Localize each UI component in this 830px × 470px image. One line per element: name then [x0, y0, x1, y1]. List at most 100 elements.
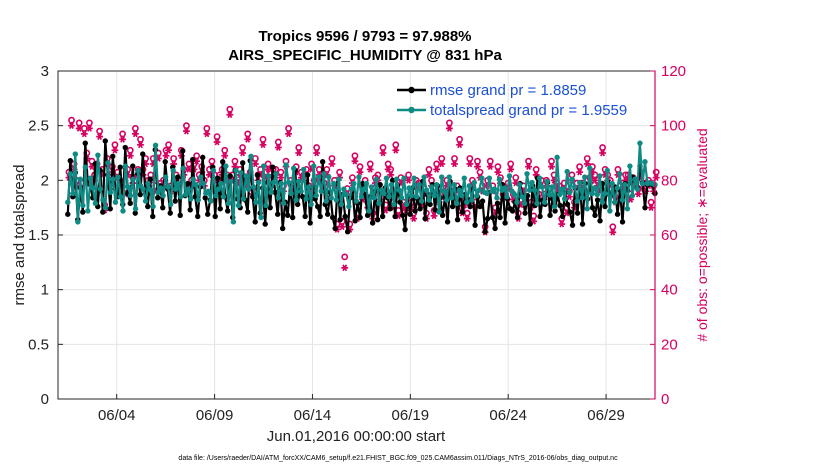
asterisk-stroke: [393, 146, 399, 154]
rmse-point: [332, 225, 338, 232]
totalspread-point: [574, 198, 580, 204]
asterisk-stroke: [388, 171, 394, 179]
totalspread-point: [534, 200, 540, 206]
obs-evaluated-marker: [226, 111, 234, 119]
asterisk-stroke: [120, 135, 126, 143]
totalspread-point: [142, 198, 149, 204]
asterisk-stroke: [112, 146, 118, 154]
obs-evaluated-marker: [244, 135, 252, 143]
obs-possible-marker: [274, 138, 282, 146]
totalspread-point: [115, 174, 121, 180]
totalspread-point: [283, 162, 289, 168]
rmse-point: [190, 156, 196, 163]
obs-evaluated-marker: [259, 141, 267, 149]
y2-tick-label: 60: [661, 227, 678, 244]
rmse-point: [492, 225, 498, 232]
asterisk-stroke: [487, 163, 493, 171]
obs-possible-marker: [341, 253, 349, 261]
obs-evaluated-marker: [203, 130, 211, 138]
totalspread-point: [506, 173, 513, 179]
obs-possible-marker: [131, 124, 139, 132]
y2-tick-label: 120: [661, 63, 686, 80]
obs-possible-marker: [366, 160, 374, 168]
asterisk-stroke: [635, 190, 641, 198]
rmse-point: [489, 214, 496, 221]
obs-evaluated-marker: [583, 160, 591, 168]
obs-possible-marker: [379, 144, 387, 151]
asterisk-stroke: [592, 176, 598, 184]
obs-possible-marker: [244, 130, 252, 138]
totalspread-point: [248, 153, 254, 159]
asterisk-stroke: [76, 125, 82, 132]
rmse-point: [284, 212, 291, 219]
rmse-point: [122, 144, 128, 151]
obs-evaluated-marker: [126, 152, 134, 160]
totalspread-point: [529, 179, 535, 186]
rmse-point: [215, 175, 221, 181]
totalspread-point: [311, 163, 317, 169]
rmse-point: [117, 164, 123, 170]
rmse-point: [140, 151, 146, 157]
rmse-point: [167, 210, 173, 216]
totalspread-point: [353, 198, 360, 204]
asterisk-stroke: [406, 176, 411, 184]
obs-evaluated-marker: [486, 163, 494, 171]
obs-possible-marker: [476, 168, 484, 176]
asterisk-stroke: [81, 130, 87, 138]
asterisk-stroke: [194, 157, 200, 165]
rmse-point: [537, 213, 543, 220]
totalspread-point: [531, 187, 538, 193]
asterisk-stroke: [380, 149, 386, 157]
obs-possible-marker: [652, 168, 660, 176]
totalspread-point: [406, 185, 412, 191]
obs-possible-marker: [456, 135, 464, 143]
rmse-point: [592, 212, 598, 219]
obs-evaluated-marker: [75, 125, 83, 132]
rmse-point: [267, 204, 273, 211]
obs-evaluated-marker: [576, 168, 584, 176]
totalspread-point: [125, 184, 131, 190]
obs-evaluated-marker: [634, 190, 642, 198]
totalspread-point: [77, 176, 84, 182]
totalspread-point: [577, 179, 583, 186]
totalspread-point: [341, 186, 347, 192]
totalspread-point: [441, 188, 447, 194]
totalspread-point: [190, 176, 196, 182]
y-tick-label: 1.5: [28, 227, 49, 244]
obs-evaluated-marker: [384, 166, 392, 173]
totalspread-point: [220, 194, 227, 200]
totalspread-point: [559, 186, 565, 192]
totalspread-point: [546, 191, 553, 198]
obs-evaluated-marker: [507, 166, 515, 173]
rmse-line: [66, 139, 657, 233]
totalspread-point: [388, 182, 395, 188]
totalspread-point: [486, 175, 493, 181]
obs-possible-marker: [532, 165, 540, 173]
rmse-point: [392, 213, 398, 220]
totalspread-point: [416, 182, 422, 188]
obs-possible-marker: [466, 155, 474, 162]
totalspread-point: [566, 189, 573, 196]
totalspread-point: [145, 180, 151, 187]
rmse-point: [589, 204, 596, 211]
obs-evaluated-marker: [277, 174, 285, 181]
obs-evaluated-marker: [405, 176, 412, 184]
totalspread-point: [67, 171, 73, 177]
totalspread-point: [170, 167, 176, 174]
totalspread-point: [82, 164, 89, 170]
rmse-point: [482, 229, 488, 235]
obs-possible-marker: [96, 127, 104, 135]
obs-possible-marker: [348, 174, 356, 181]
obs-possible-marker: [208, 157, 216, 165]
rmse-point: [444, 219, 451, 225]
totalspread-point: [446, 174, 452, 180]
totalspread-point: [185, 186, 191, 192]
rmse-point: [302, 213, 308, 220]
obs-possible-marker: [277, 168, 285, 176]
totalspread-point: [396, 187, 402, 193]
obs-evaluated-marker: [494, 168, 502, 176]
asterisk-stroke: [186, 166, 192, 173]
obs-evaluated-marker: [379, 149, 387, 157]
y-tick-label: 0.5: [28, 336, 49, 353]
rmse-point: [274, 211, 281, 217]
